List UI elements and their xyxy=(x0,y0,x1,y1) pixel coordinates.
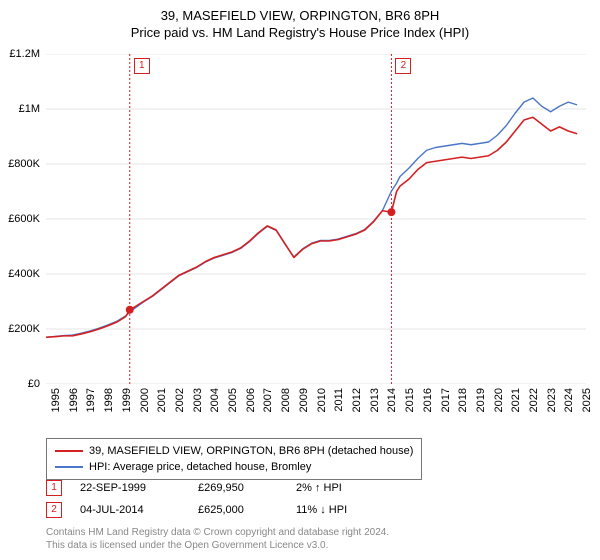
footer-line-1: Contains HM Land Registry data © Crown c… xyxy=(46,526,389,539)
x-tick-label: 2009 xyxy=(298,388,310,412)
event-row-2: 2 04-JUL-2014 £625,000 11% ↓ HPI xyxy=(46,502,396,518)
legend-row-hpi: HPI: Average price, detached house, Brom… xyxy=(55,459,413,475)
event-pct-2: 11% ↓ HPI xyxy=(296,504,396,516)
event-row-1: 1 22-SEP-1999 £269,950 2% ↑ HPI xyxy=(46,480,396,496)
x-tick-label: 2012 xyxy=(351,388,363,412)
legend-swatch-property xyxy=(55,450,83,452)
chart-area: £0£200K£400K£600K£800K£1M£1.2M 199519961… xyxy=(46,54,586,384)
y-tick-label: £800K xyxy=(8,158,40,170)
x-tick-label: 2023 xyxy=(546,388,558,412)
x-tick-label: 2003 xyxy=(192,388,204,412)
x-tick-label: 2017 xyxy=(440,388,452,412)
chart-svg xyxy=(46,54,586,384)
x-tick-label: 2008 xyxy=(280,388,292,412)
event-date-2: 04-JUL-2014 xyxy=(80,504,180,516)
x-tick-label: 2004 xyxy=(209,388,221,412)
x-tick-label: 2020 xyxy=(493,388,505,412)
x-tick-label: 2025 xyxy=(581,388,593,412)
x-tick-label: 2019 xyxy=(475,388,487,412)
x-tick-label: 2006 xyxy=(245,388,257,412)
legend-label-property: 39, MASEFIELD VIEW, ORPINGTON, BR6 8PH (… xyxy=(89,443,413,459)
x-tick-label: 1999 xyxy=(121,388,133,412)
x-tick-label: 2011 xyxy=(333,388,345,412)
event-price-2: £625,000 xyxy=(198,504,278,516)
x-tick-label: 2016 xyxy=(422,388,434,412)
event-marker-2: 2 xyxy=(46,502,62,518)
y-tick-label: £1.2M xyxy=(9,48,40,60)
x-tick-label: 2022 xyxy=(528,388,540,412)
x-tick-label: 2021 xyxy=(510,388,522,412)
x-tick-label: 1997 xyxy=(85,388,97,412)
event-marker-box: 1 xyxy=(134,58,150,74)
y-tick-label: £200K xyxy=(8,323,40,335)
x-tick-label: 1998 xyxy=(103,388,115,412)
footer: Contains HM Land Registry data © Crown c… xyxy=(46,526,389,552)
chart-title-main: 39, MASEFIELD VIEW, ORPINGTON, BR6 8PH xyxy=(0,0,600,23)
event-price-1: £269,950 xyxy=(198,482,278,494)
footer-line-2: This data is licensed under the Open Gov… xyxy=(46,539,389,552)
y-tick-label: £1M xyxy=(19,103,40,115)
x-tick-label: 2015 xyxy=(404,388,416,412)
x-tick-label: 2000 xyxy=(139,388,151,412)
x-tick-label: 2024 xyxy=(563,388,575,412)
y-tick-label: £400K xyxy=(8,268,40,280)
event-pct-1: 2% ↑ HPI xyxy=(296,482,396,494)
legend-swatch-hpi xyxy=(55,466,83,468)
event-marker-1: 1 xyxy=(46,480,62,496)
x-tick-label: 2013 xyxy=(369,388,381,412)
legend-row-property: 39, MASEFIELD VIEW, ORPINGTON, BR6 8PH (… xyxy=(55,443,413,459)
x-tick-label: 2014 xyxy=(386,388,398,412)
x-tick-label: 2010 xyxy=(316,388,328,412)
events-table: 1 22-SEP-1999 £269,950 2% ↑ HPI 2 04-JUL… xyxy=(46,480,396,524)
x-tick-label: 1995 xyxy=(50,388,62,412)
event-marker-box: 2 xyxy=(395,58,411,74)
x-tick-label: 2005 xyxy=(227,388,239,412)
legend: 39, MASEFIELD VIEW, ORPINGTON, BR6 8PH (… xyxy=(46,438,422,480)
x-tick-label: 2001 xyxy=(156,388,168,412)
x-tick-label: 2002 xyxy=(174,388,186,412)
chart-title-sub: Price paid vs. HM Land Registry's House … xyxy=(0,23,600,46)
y-tick-label: £600K xyxy=(8,213,40,225)
x-tick-label: 1996 xyxy=(68,388,80,412)
event-date-1: 22-SEP-1999 xyxy=(80,482,180,494)
x-tick-label: 2007 xyxy=(262,388,274,412)
chart-container: 39, MASEFIELD VIEW, ORPINGTON, BR6 8PH P… xyxy=(0,0,600,560)
y-tick-label: £0 xyxy=(28,378,40,390)
legend-label-hpi: HPI: Average price, detached house, Brom… xyxy=(89,459,311,475)
x-tick-label: 2018 xyxy=(457,388,469,412)
